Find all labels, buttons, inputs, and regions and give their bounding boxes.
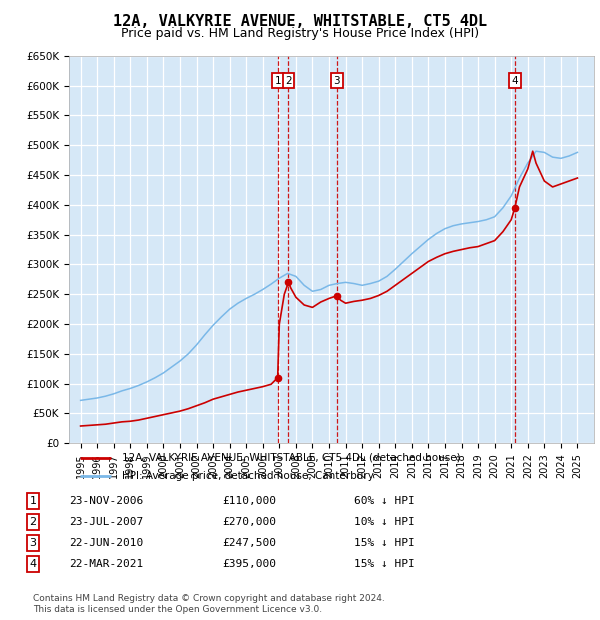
Text: 1: 1: [274, 76, 281, 86]
Text: 3: 3: [29, 538, 37, 548]
Text: HPI: Average price, detached house, Canterbury: HPI: Average price, detached house, Cant…: [121, 471, 373, 481]
Text: 15% ↓ HPI: 15% ↓ HPI: [354, 538, 415, 548]
Text: 10% ↓ HPI: 10% ↓ HPI: [354, 517, 415, 527]
Text: £395,000: £395,000: [222, 559, 276, 569]
Text: 1: 1: [29, 496, 37, 506]
Text: 22-MAR-2021: 22-MAR-2021: [69, 559, 143, 569]
Text: Contains HM Land Registry data © Crown copyright and database right 2024.
This d: Contains HM Land Registry data © Crown c…: [33, 595, 385, 614]
Text: £270,000: £270,000: [222, 517, 276, 527]
Text: 12A, VALKYRIE AVENUE, WHITSTABLE, CT5 4DL (detached house): 12A, VALKYRIE AVENUE, WHITSTABLE, CT5 4D…: [121, 453, 460, 463]
Text: 2: 2: [285, 76, 292, 86]
Text: 23-NOV-2006: 23-NOV-2006: [69, 496, 143, 506]
Text: 2: 2: [29, 517, 37, 527]
Text: £247,500: £247,500: [222, 538, 276, 548]
Text: 15% ↓ HPI: 15% ↓ HPI: [354, 559, 415, 569]
Text: Price paid vs. HM Land Registry's House Price Index (HPI): Price paid vs. HM Land Registry's House …: [121, 27, 479, 40]
Text: 4: 4: [512, 76, 518, 86]
Text: 4: 4: [29, 559, 37, 569]
Text: 60% ↓ HPI: 60% ↓ HPI: [354, 496, 415, 506]
Text: 22-JUN-2010: 22-JUN-2010: [69, 538, 143, 548]
Text: 12A, VALKYRIE AVENUE, WHITSTABLE, CT5 4DL: 12A, VALKYRIE AVENUE, WHITSTABLE, CT5 4D…: [113, 14, 487, 29]
Text: 3: 3: [334, 76, 340, 86]
Text: 23-JUL-2007: 23-JUL-2007: [69, 517, 143, 527]
Text: £110,000: £110,000: [222, 496, 276, 506]
